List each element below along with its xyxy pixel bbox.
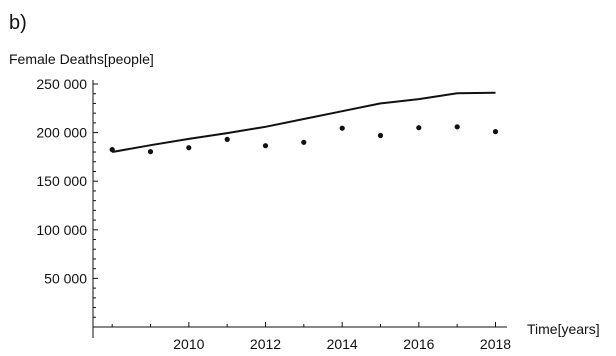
y-tick-label: 50 000 [44,270,87,286]
axes: 2010 2012 2014 2016 2018 50 000 100 000 150 000… [36,76,511,352]
data-point [454,124,460,130]
plot-area [109,91,499,155]
data-point [186,145,192,151]
y-tick-label: 150 000 [36,173,87,189]
model-line [112,91,496,153]
y-tick-label: 200 000 [36,125,87,141]
x-tick-label: 2018 [480,336,511,352]
y-axis-label: Female Deaths[people] [9,51,154,67]
data-point [224,136,230,142]
panel-label: b) [9,12,27,34]
data-point [416,125,422,131]
data-point [301,139,307,145]
data-point [339,125,345,131]
data-point [492,129,499,135]
x-tick-label: 2010 [173,336,204,352]
x-axis-label: Time[years] [527,321,600,337]
y-tick-label: 100 000 [36,222,87,238]
x-tick-label: 2014 [327,336,358,352]
data-point [147,149,154,155]
x-tick-label: 2012 [250,336,281,352]
data-point [262,143,269,149]
y-tick-label: 250 000 [36,76,87,92]
x-tick-label: 2016 [403,336,434,352]
data-point [109,147,115,153]
data-point [377,132,384,139]
